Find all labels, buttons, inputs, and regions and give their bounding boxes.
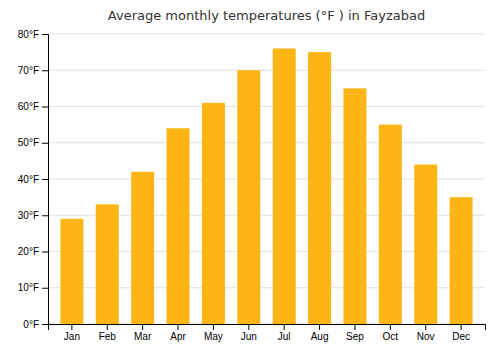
tick-label: 30°F [18,210,39,221]
tick: Aug [311,324,329,342]
grid-line [48,142,485,143]
tick-mark [213,324,214,330]
tick-mark [107,324,108,330]
grid-line [48,70,485,71]
tick: May [204,324,223,342]
tick-label: 70°F [18,65,39,76]
tick-mark [354,324,355,330]
tick: 80°F [18,29,48,40]
tick-mark [248,324,249,330]
tick-label: Aug [311,331,329,342]
bar [273,49,296,325]
bar [308,52,331,324]
tick-label: Sep [346,331,364,342]
tick-mark [42,252,48,253]
tick-label: Jun [241,331,257,342]
bar [96,204,119,324]
tick: Nov [417,324,435,342]
grid-line [48,34,485,35]
title: Average monthly temperatures (°F ) in Fa… [108,8,425,23]
tick-mark [425,324,426,330]
tick: Mar [134,324,152,342]
tick: Jul [278,324,291,342]
tick: 40°F [18,174,48,185]
tick: Jun [241,324,257,342]
tick-mark [42,107,48,108]
bars [60,49,472,325]
grid [48,34,485,324]
tick-label: Apr [170,331,186,342]
tick-mark [284,324,285,330]
bar [237,70,260,324]
tick: 50°F [18,137,48,148]
tick-label: Oct [383,331,399,342]
tick: 60°F [18,101,48,112]
tick-label: Mar [134,331,152,342]
bar [450,197,473,324]
bar [60,219,83,324]
tick-mark [42,215,48,216]
tick: 0°F [23,319,48,330]
tick-mark [142,324,143,330]
bar [343,88,366,324]
bar [131,172,154,324]
y-axis: 0°F 10°F 20°F 30°F 40°F 50°F 60°F 70°F 80°F [18,29,49,330]
tick-mark [42,34,48,35]
tick-mark [178,324,179,330]
tick-label: 60°F [18,101,39,112]
tick-mark [390,324,391,330]
tick-label: Feb [99,331,117,342]
tick-mark [42,324,48,325]
tick: 70°F [18,65,48,76]
tick-label: 20°F [18,246,39,257]
tick: Oct [383,324,399,342]
tick: Jan [64,324,80,342]
chart: 0°F 10°F 20°F 30°F 40°F 50°F 60°F 70°F 80°F Jan Fe… [0,0,500,350]
tick: Sep [346,324,364,342]
tick-mark [461,324,462,330]
tick-label: Jan [64,331,80,342]
bar [202,103,225,324]
grid-line [48,106,485,107]
tick-label: May [204,331,223,342]
tick: 10°F [18,282,48,293]
tick-mark [71,324,72,330]
x-axis: Jan Feb Mar Apr May Jun Jul Aug Sep Oct Nov Dec [49,324,486,342]
axis-line [49,325,486,331]
axis-line [42,35,49,325]
bar [167,128,190,324]
tick-label: 40°F [18,174,39,185]
tick: 20°F [18,246,48,257]
tick: Feb [99,324,117,342]
tick-label: Dec [452,331,470,342]
tick-mark [42,143,48,144]
plot: 0°F 10°F 20°F 30°F 40°F 50°F 60°F 70°F 80°F Jan Fe… [18,29,486,342]
tick: Dec [452,324,470,342]
bar [414,165,437,325]
tick-label: Nov [417,331,435,342]
tick: Apr [170,324,186,342]
tick-label: 0°F [23,319,39,330]
tick: 30°F [18,210,48,221]
tick-label: Jul [278,331,291,342]
tick-label: 80°F [18,29,39,40]
tick-mark [42,179,48,180]
tick-mark [42,70,48,71]
tick-mark [319,324,320,330]
tick-label: 10°F [18,282,39,293]
tick-mark [42,288,48,289]
tick-label: 50°F [18,137,39,148]
bar [379,125,402,324]
